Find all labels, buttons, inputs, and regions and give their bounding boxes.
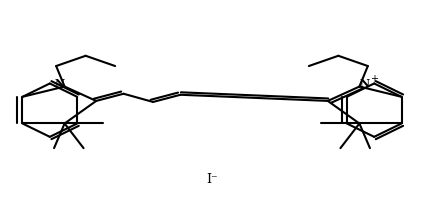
Text: N: N [54,78,64,89]
Text: I⁻: I⁻ [206,173,218,186]
Text: N: N [360,78,370,89]
Text: +: + [370,74,378,84]
